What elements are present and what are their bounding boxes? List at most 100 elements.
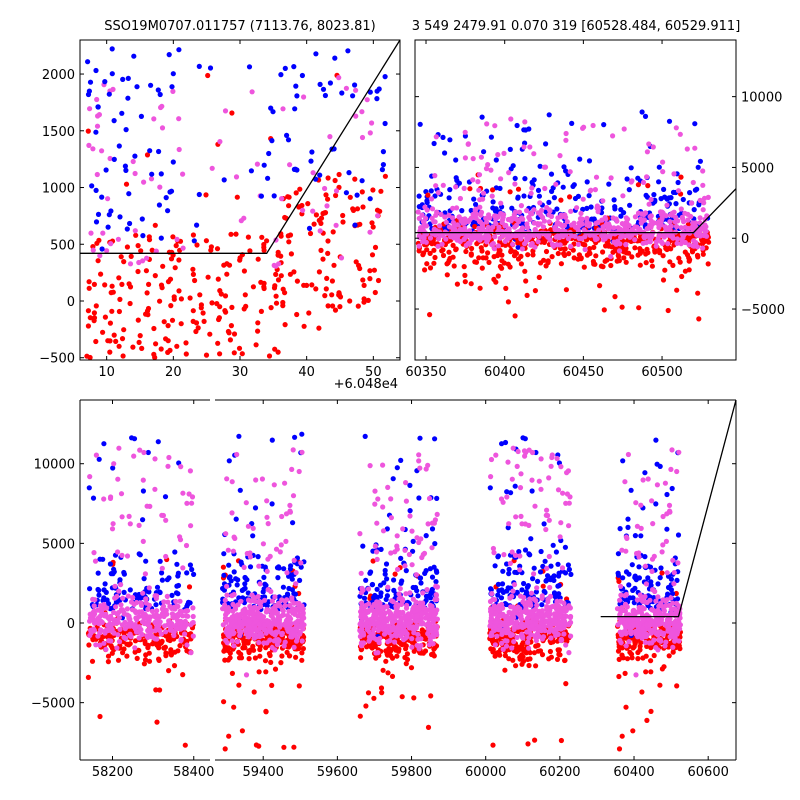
panel-bottom-point xyxy=(358,647,364,653)
panel-top-right-point xyxy=(455,222,461,228)
panel-top-right-point xyxy=(618,213,624,219)
panel-top-right-point xyxy=(601,307,607,313)
panel-top-left-point xyxy=(343,190,349,196)
panel-bottom-point xyxy=(358,612,365,618)
panel-top-right-point xyxy=(522,140,528,146)
panel-bottom-point xyxy=(384,593,390,599)
panel-top-right-point xyxy=(510,163,516,169)
panel-bottom-point xyxy=(232,606,239,612)
panel-bottom-point xyxy=(239,587,245,594)
panel-top-left-point xyxy=(318,220,324,226)
panel-top-left-point xyxy=(140,233,146,239)
panel-top-right-point xyxy=(536,193,543,199)
panel-bottom-point xyxy=(294,600,300,607)
panel-top-right-point xyxy=(665,307,671,314)
panel-top-left-point xyxy=(146,281,152,287)
panel-bottom-point xyxy=(245,523,251,529)
panel-top-right-point xyxy=(607,233,613,239)
panel-top-left-point xyxy=(288,251,294,257)
panel-bottom-point xyxy=(140,613,146,619)
panel-bottom-point xyxy=(416,495,422,501)
panel-bottom-point xyxy=(105,653,112,659)
panel-top-left-point xyxy=(157,298,163,304)
panel-bottom-point xyxy=(289,466,295,472)
panel-bottom-point xyxy=(531,650,538,656)
panel-top-right-point xyxy=(480,190,487,196)
panel-top-right-point xyxy=(497,185,503,191)
panel-bottom-point xyxy=(146,615,153,621)
panel-top-left-point xyxy=(310,170,316,176)
panel-top-left-point xyxy=(85,91,92,98)
panel-top-right-point xyxy=(694,186,700,192)
panel-top-left-point xyxy=(347,298,353,304)
panel-top-left-point xyxy=(159,125,166,131)
panel-bottom-point xyxy=(96,592,102,598)
panel-top-right-point xyxy=(422,267,428,273)
panel-top-right-point xyxy=(416,193,422,199)
panel-bottom-point xyxy=(548,563,554,569)
panel-top-left-point xyxy=(178,296,184,302)
panel-top-left-point xyxy=(336,291,342,297)
panel-top-right-point xyxy=(692,145,698,151)
panel-top-right-point xyxy=(623,250,630,256)
panel-top-right-point xyxy=(575,241,582,247)
panel-top-right-point xyxy=(444,230,450,236)
panel-bottom-point xyxy=(568,633,574,639)
panel-top-left-point xyxy=(291,64,297,70)
panel-top-left-point xyxy=(192,277,198,284)
panel-bottom-point xyxy=(186,491,192,497)
panel-bottom-point xyxy=(526,645,532,651)
panel-bottom-point xyxy=(529,488,535,494)
panel-top-right-point xyxy=(656,164,662,170)
panel-bottom-point xyxy=(290,520,296,526)
panel-top-left-point xyxy=(209,300,215,306)
panel-bottom-point xyxy=(371,626,377,633)
panel-top-right-point xyxy=(682,239,688,246)
panel-top-left-point xyxy=(165,208,171,214)
panel-top-right-point xyxy=(660,253,666,259)
panel-bottom-point xyxy=(115,549,121,555)
panel-bottom-point xyxy=(229,479,235,485)
panel-top-left-point xyxy=(87,106,93,112)
panel-top-left-point xyxy=(333,222,339,228)
panel-top-left-point xyxy=(106,91,112,97)
panel-top-left-point xyxy=(293,83,299,89)
panel-top-right-point xyxy=(492,220,499,226)
panel-bottom-point xyxy=(516,549,522,555)
panel-bottom-point xyxy=(116,639,123,645)
panel-bottom-point xyxy=(534,585,540,591)
panel-top-left-point xyxy=(364,97,370,103)
panel-bottom-point xyxy=(561,631,567,637)
panel-bottom-point xyxy=(493,452,499,458)
panel-top-right-point xyxy=(425,192,431,198)
panel-top-left-point xyxy=(102,314,108,320)
panel-top-left-y-tick-label: 500 xyxy=(50,238,75,253)
panel-bottom-point xyxy=(126,621,132,627)
panel-bottom-point xyxy=(263,669,269,675)
panel-top-left-point xyxy=(360,204,366,210)
panel-top-right-point xyxy=(532,226,538,233)
panel-bottom-point xyxy=(540,583,546,589)
panel-top-right-point xyxy=(657,232,663,239)
panel-top-right-point xyxy=(486,235,492,241)
panel-top-left-point xyxy=(309,282,315,288)
panel-top-right-point xyxy=(674,287,680,293)
panel-bottom-point xyxy=(111,461,117,467)
panel-top-left-point xyxy=(190,232,196,238)
panel-bottom-point xyxy=(488,646,494,652)
panel-top-left-y-tick-label: 1000 xyxy=(42,182,75,197)
panel-top-left-point xyxy=(371,267,377,273)
panel-top-right-point xyxy=(570,247,576,253)
panel-top-left-point xyxy=(331,262,337,268)
panel-top-left-point xyxy=(266,150,272,157)
panel-top-right-point xyxy=(637,262,643,268)
panel-top-right-point xyxy=(450,242,456,248)
panel-bottom-point xyxy=(298,564,304,570)
panel-top-left-point xyxy=(325,238,331,244)
panel-bottom-point xyxy=(525,583,531,589)
panel-bottom-point xyxy=(104,605,110,611)
panel-top-right-point xyxy=(663,213,669,219)
panel-bottom-point xyxy=(252,595,258,601)
panel-bottom-point xyxy=(118,602,124,608)
panel-bottom-point xyxy=(120,607,126,613)
